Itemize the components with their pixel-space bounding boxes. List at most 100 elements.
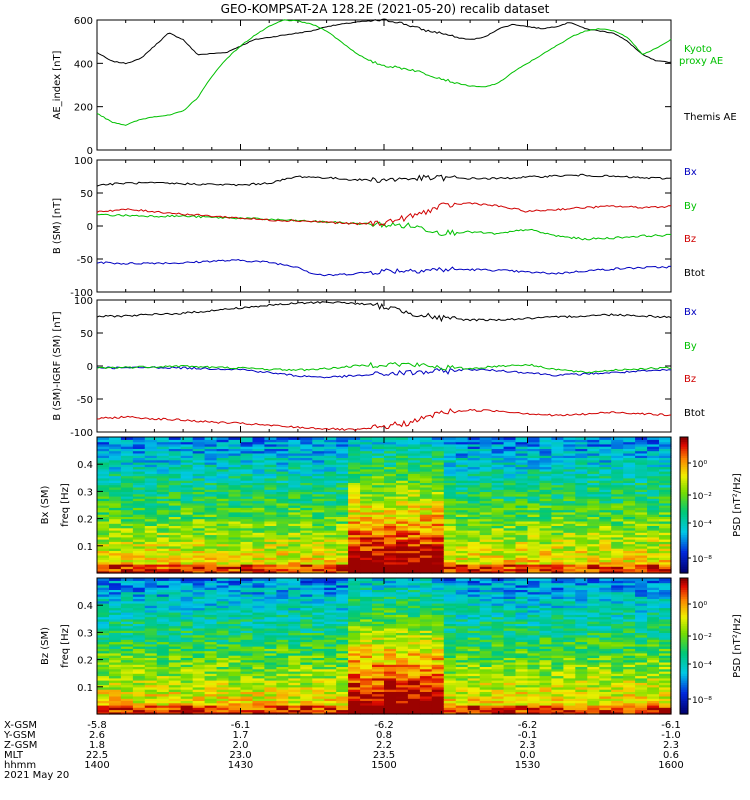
panel-4-cell [324, 704, 337, 708]
panel-3-cell [575, 554, 588, 558]
panel-3-cell [132, 514, 146, 517]
panel-3-cell [515, 507, 529, 511]
panel-3-cell [479, 520, 493, 524]
panel-3-cell [479, 568, 493, 572]
panel-3-cell [204, 543, 218, 547]
panel-3-cell [276, 559, 289, 563]
panel-4-cell [109, 582, 122, 586]
panel-4-cell [264, 684, 277, 688]
panel-4-cell [144, 650, 158, 654]
panel-3-cell [360, 452, 373, 456]
panel-4-cell [97, 627, 110, 631]
panel-4-cell [264, 627, 277, 631]
panel-3-cell [300, 507, 313, 511]
panel-3-cell [109, 507, 122, 511]
panel-3-cell [647, 446, 660, 449]
panel-3-cell [384, 554, 397, 558]
panel-4-cell [240, 691, 254, 695]
panel-4-cell [336, 661, 349, 665]
panel-3-cell [384, 534, 397, 538]
panel-3-cell [431, 525, 445, 529]
panel-3-cell [384, 509, 397, 513]
panel-4-cell [443, 680, 457, 683]
panel-4-cell [156, 704, 170, 708]
panel-3-cell [467, 536, 481, 540]
panel-3-cell [216, 557, 230, 560]
panel-3-cell [192, 480, 206, 483]
panel-3-cell [97, 477, 110, 481]
panel-4-cell [396, 643, 409, 647]
panel-4-cell [384, 670, 397, 674]
panel-3-cell [360, 439, 373, 443]
colorbar-3-cell [680, 495, 688, 499]
panel-3-cell [276, 523, 289, 526]
panel-3-cell [467, 484, 481, 488]
panel-4-cell [288, 652, 301, 656]
panel-4-cell [120, 684, 134, 688]
panel-4-cell [360, 587, 373, 590]
panel-4-cell [120, 652, 134, 656]
panel-4-cell [384, 702, 397, 706]
panel-3-cell [419, 452, 433, 456]
panel-4-cell [288, 675, 301, 679]
panel-3-cell [407, 516, 421, 520]
panel-4-cell [120, 630, 134, 633]
panel-4-cell [216, 700, 230, 704]
panel-3-cell [419, 566, 433, 570]
panel-4-cell [216, 709, 230, 713]
panel-4-cell [264, 673, 277, 677]
panel-3-cell [419, 514, 433, 517]
panel-4-cell [109, 630, 122, 633]
panel-4-cell [144, 677, 158, 681]
panel-3-cell [168, 473, 182, 477]
panel-3-cell [276, 566, 289, 570]
panel-3-cell [431, 495, 445, 499]
panel-4-cell [288, 693, 301, 697]
panel-4-cell [264, 677, 277, 681]
panel-4-cell [312, 677, 325, 681]
panel-4-cell [252, 632, 266, 636]
panel-3-cell [611, 495, 624, 499]
panel-4-cell [324, 698, 337, 701]
panel-3-cell [563, 529, 576, 533]
panel-3-cell [252, 443, 266, 447]
panel-3-cell [384, 529, 397, 533]
panel-4-cell [300, 702, 313, 706]
panel-4-cell [204, 648, 218, 652]
panel-4-cell [348, 691, 361, 695]
panel-3-cell [180, 493, 194, 497]
panel-4-cell [168, 704, 182, 708]
panel-3-cell [575, 545, 588, 549]
panel-4-cell [324, 709, 337, 713]
panel-4-cell [336, 664, 349, 667]
panel-3-cell [324, 450, 337, 454]
panel-3-cell [264, 511, 277, 515]
panel-3-cell [659, 539, 672, 542]
panel-3-cell [431, 516, 445, 520]
panel-3-cell [396, 484, 409, 488]
panel-3-cell [97, 536, 110, 540]
panel-3-cell [396, 477, 409, 481]
panel-3-cell [431, 534, 445, 538]
panel-4-cell [144, 630, 158, 633]
panel-3-cell [156, 557, 170, 560]
panel-3-cell [539, 557, 553, 560]
panel-3-cell [240, 498, 254, 502]
panel-3-cell [372, 477, 385, 481]
panel-3-cell [623, 473, 636, 477]
panel-3-cell [300, 548, 313, 551]
panel-3-cell [443, 534, 457, 538]
colorbar-3-cell [680, 482, 688, 486]
panel-4-cell [312, 682, 325, 686]
panel-4-cell [384, 630, 397, 633]
panel-3-cell [144, 498, 158, 502]
panel-3-cell [372, 468, 385, 472]
panel-3-cell [611, 493, 624, 497]
panel-3-cell [312, 502, 325, 506]
panel-3-cell [132, 550, 146, 554]
panel-3-cell [204, 523, 218, 526]
panel-3-cell [372, 486, 385, 490]
panel-4-cell [312, 582, 325, 586]
panel-3-cell [312, 552, 325, 556]
panel-4-cell [97, 614, 110, 618]
